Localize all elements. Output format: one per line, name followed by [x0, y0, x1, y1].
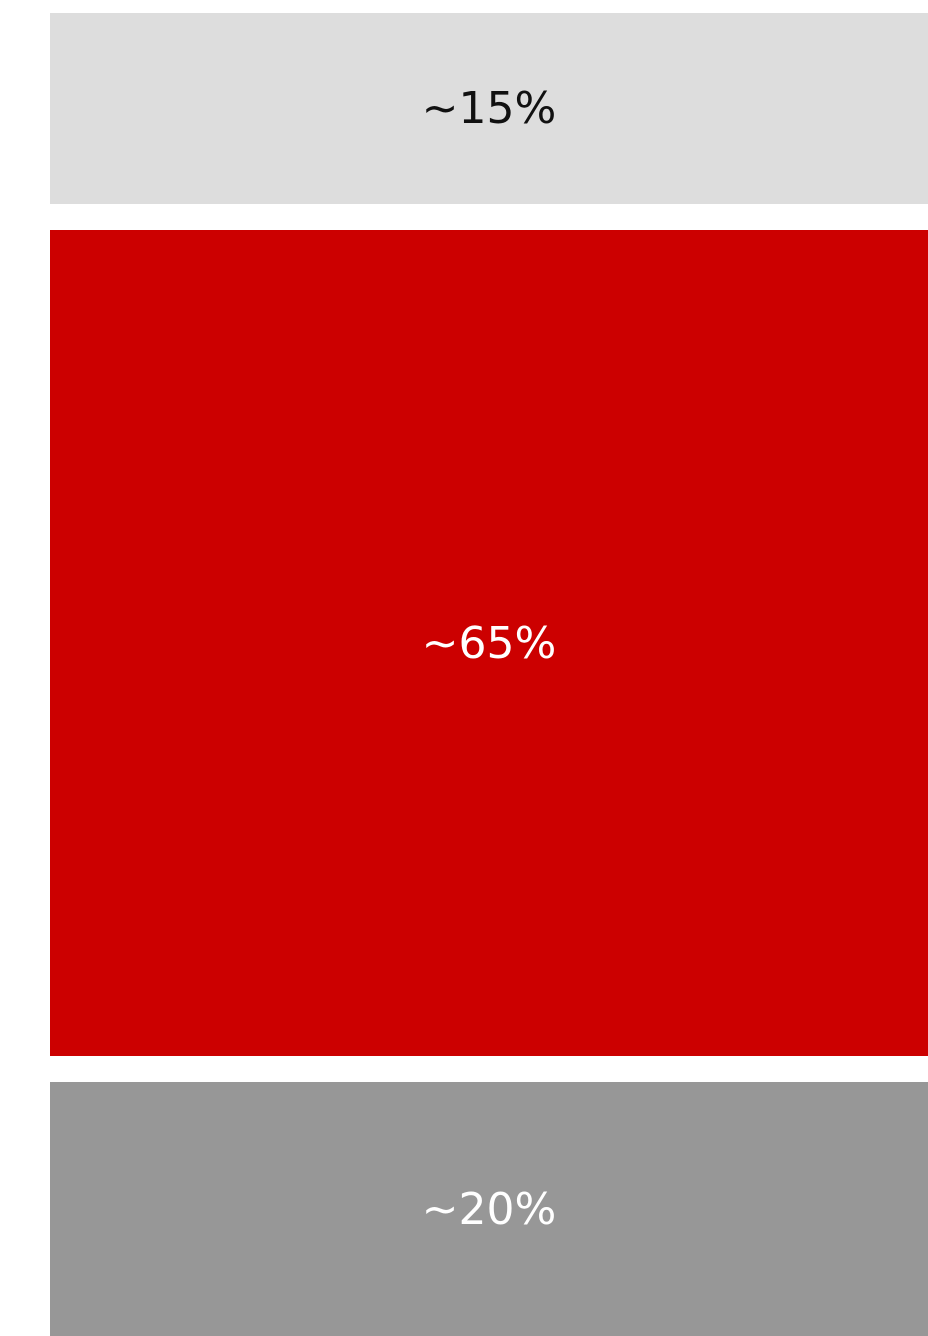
segment-middle-label: ~65% — [421, 617, 557, 669]
segment-bottom-label: ~20% — [421, 1183, 557, 1235]
segment-top-label: ~15% — [421, 83, 557, 134]
segment-top: ~15% — [50, 13, 928, 204]
proportion-stack: ~15% ~65% ~20% — [50, 13, 928, 1336]
segment-bottom: ~20% — [50, 1082, 928, 1336]
segment-middle: ~65% — [50, 230, 928, 1056]
